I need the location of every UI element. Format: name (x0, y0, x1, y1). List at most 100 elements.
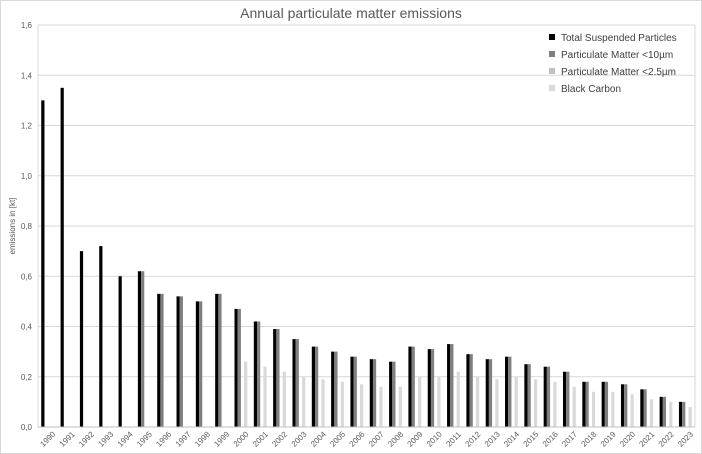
y-tick-label: 0,8 (21, 222, 33, 231)
x-tick-label: 2008 (386, 429, 405, 448)
bar (282, 371, 286, 427)
bar (160, 293, 164, 427)
bar (508, 356, 512, 427)
bar (678, 401, 683, 427)
x-tick-label: 2005 (328, 429, 347, 448)
bar (682, 401, 686, 427)
bar (398, 386, 402, 427)
bar (195, 301, 200, 427)
bar (276, 329, 280, 427)
bar (257, 321, 261, 427)
x-tick-label: 1999 (212, 429, 231, 448)
x-tick-label: 2019 (599, 429, 618, 448)
legend-label: Total Suspended Particles (561, 33, 677, 44)
legend-swatch (549, 34, 555, 40)
bar (118, 276, 122, 427)
bar (60, 87, 64, 427)
bar (611, 391, 615, 427)
bars (41, 87, 692, 427)
x-tick-label: 1993 (96, 429, 115, 448)
bar (505, 356, 509, 427)
x-tick-label: 2002 (270, 429, 289, 448)
bar (514, 376, 518, 427)
bar (427, 349, 431, 427)
x-tick-label: 1994 (116, 429, 135, 448)
x-tick-label: 2007 (367, 429, 386, 448)
bar (314, 346, 319, 427)
bar (331, 351, 335, 427)
y-tick-label: 0,4 (21, 323, 33, 332)
y-axis-label: emissions in [kt] (8, 198, 17, 255)
bar (392, 361, 396, 427)
bar (640, 389, 644, 427)
x-tick-label: 2016 (541, 429, 560, 448)
bar (450, 344, 454, 427)
x-tick-label: 2018 (579, 429, 598, 448)
legend-label: Particulate Matter <2.5µm (561, 67, 676, 78)
bar (437, 376, 441, 427)
bar (475, 376, 480, 427)
bar (389, 361, 393, 427)
x-tick-label: 1990 (38, 429, 57, 448)
bar (591, 391, 596, 427)
x-tick-label: 2022 (657, 429, 676, 448)
bar (244, 361, 248, 427)
x-tick-label: 2006 (348, 429, 367, 448)
bar (218, 293, 222, 427)
bar (418, 376, 422, 427)
x-tick-label: 2021 (637, 429, 656, 448)
bar (533, 379, 538, 427)
bar (141, 271, 145, 427)
bar (157, 293, 161, 427)
y-tick-label: 1,4 (21, 71, 33, 80)
bar (456, 371, 460, 427)
bar (237, 308, 241, 427)
bar (379, 386, 383, 427)
y-tick-label: 1,0 (21, 172, 33, 181)
x-tick-label: 2015 (522, 429, 541, 448)
bar (466, 354, 470, 427)
x-tick-label: 1997 (174, 429, 193, 448)
x-tick-label: 1991 (58, 429, 77, 448)
bar (620, 384, 625, 427)
legend-swatch (549, 85, 555, 91)
bar (334, 351, 338, 427)
bar (234, 308, 238, 427)
x-tick-label: 2012 (464, 429, 483, 448)
x-tick-label: 1996 (154, 429, 173, 448)
x-tick-label: 1995 (135, 429, 154, 448)
x-tick-label: 2011 (444, 430, 463, 449)
x-tick-label: 2014 (502, 429, 521, 448)
bar (469, 354, 473, 427)
bar (99, 246, 103, 427)
x-tick-label: 1998 (193, 429, 212, 448)
bar (179, 296, 183, 427)
bar (215, 293, 219, 427)
x-tick-label: 2001 (251, 429, 270, 448)
legend-label: Black Carbon (561, 84, 621, 95)
bar (292, 339, 296, 427)
bar (79, 251, 84, 427)
gridlines (37, 24, 696, 428)
legend-swatch (549, 68, 555, 74)
bar (543, 366, 547, 427)
bar (302, 376, 306, 427)
bar (524, 364, 528, 427)
legend-label: Particulate Matter <10µm (561, 50, 673, 61)
bar (527, 364, 531, 427)
bar (263, 366, 267, 427)
bar (411, 346, 415, 427)
bar (585, 381, 589, 427)
legend: Total Suspended Particles Particulate Mat… (549, 33, 677, 95)
bar (350, 356, 354, 427)
bar (562, 371, 567, 427)
bar (601, 381, 605, 427)
bar (649, 399, 654, 427)
bar (553, 381, 557, 427)
bar (372, 359, 377, 427)
x-tick-label: 2017 (560, 429, 579, 448)
bar (340, 381, 344, 427)
bar (688, 406, 692, 427)
